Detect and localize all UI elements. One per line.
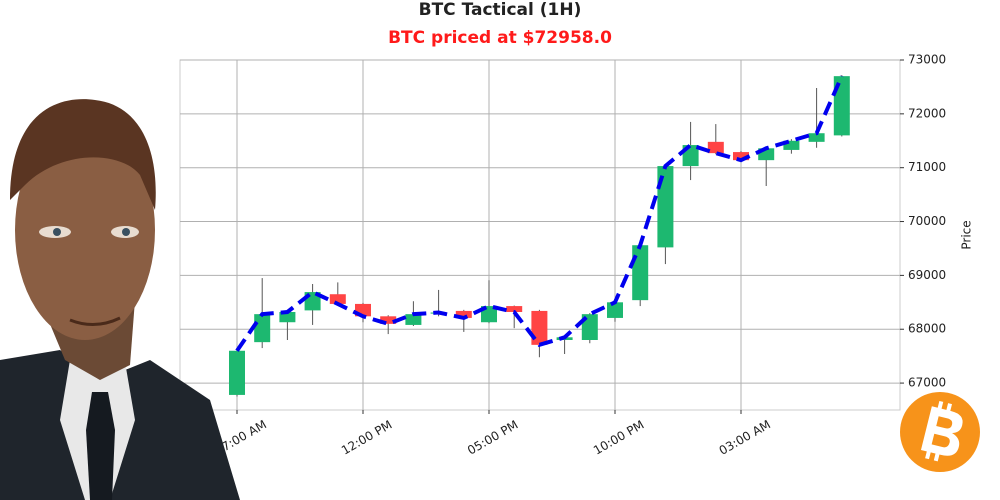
y-tick-label: 72000 [908,106,946,120]
candle-body [254,314,271,343]
x-tick-label: 03:00 AM [717,417,773,458]
y-axis-label: Price [960,220,974,249]
candle-body [758,148,775,161]
y-tick-label: 73000 [908,53,946,67]
candle-body [607,302,623,318]
candle-body [733,152,749,161]
candle-body [329,294,346,304]
candle-body [833,76,850,136]
candle-body [455,310,472,318]
candle-body [657,166,674,248]
candle-body [405,314,422,325]
y-tick-label: 68000 [908,322,946,336]
candle-body [506,306,523,312]
y-tick-label: 69000 [908,268,946,282]
candle-body [380,316,397,324]
x-tick-label: 05:00 PM [465,418,520,458]
x-tick-label: 12:00 PM [339,418,394,458]
candle-body [808,133,825,142]
plot-area [179,59,901,411]
candle-body [632,245,649,301]
y-tick-label: 67000 [908,376,946,390]
y-tick-label: 71000 [908,160,946,174]
candle-body [279,312,296,323]
candle-body [581,314,598,340]
x-tick-label: 10:00 PM [591,418,646,458]
candle-body [707,141,724,154]
y-tick-label: 70000 [908,214,946,228]
candle-body [229,350,245,395]
portrait [0,99,240,500]
chart-subtitle: BTC priced at $72958.0 [388,28,612,48]
close-line [235,75,844,352]
candle-body [783,140,800,150]
chart-title: BTC Tactical (1H) [419,0,582,20]
bitcoin-logo [900,392,980,472]
